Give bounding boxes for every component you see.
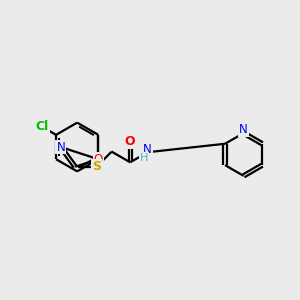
Text: N: N [143,143,152,156]
Text: O: O [94,153,103,166]
Text: O: O [125,135,136,148]
Text: H: H [140,153,148,163]
Text: Cl: Cl [35,120,49,133]
Text: N: N [239,123,248,136]
Text: N: N [56,140,65,154]
Text: S: S [92,160,101,173]
